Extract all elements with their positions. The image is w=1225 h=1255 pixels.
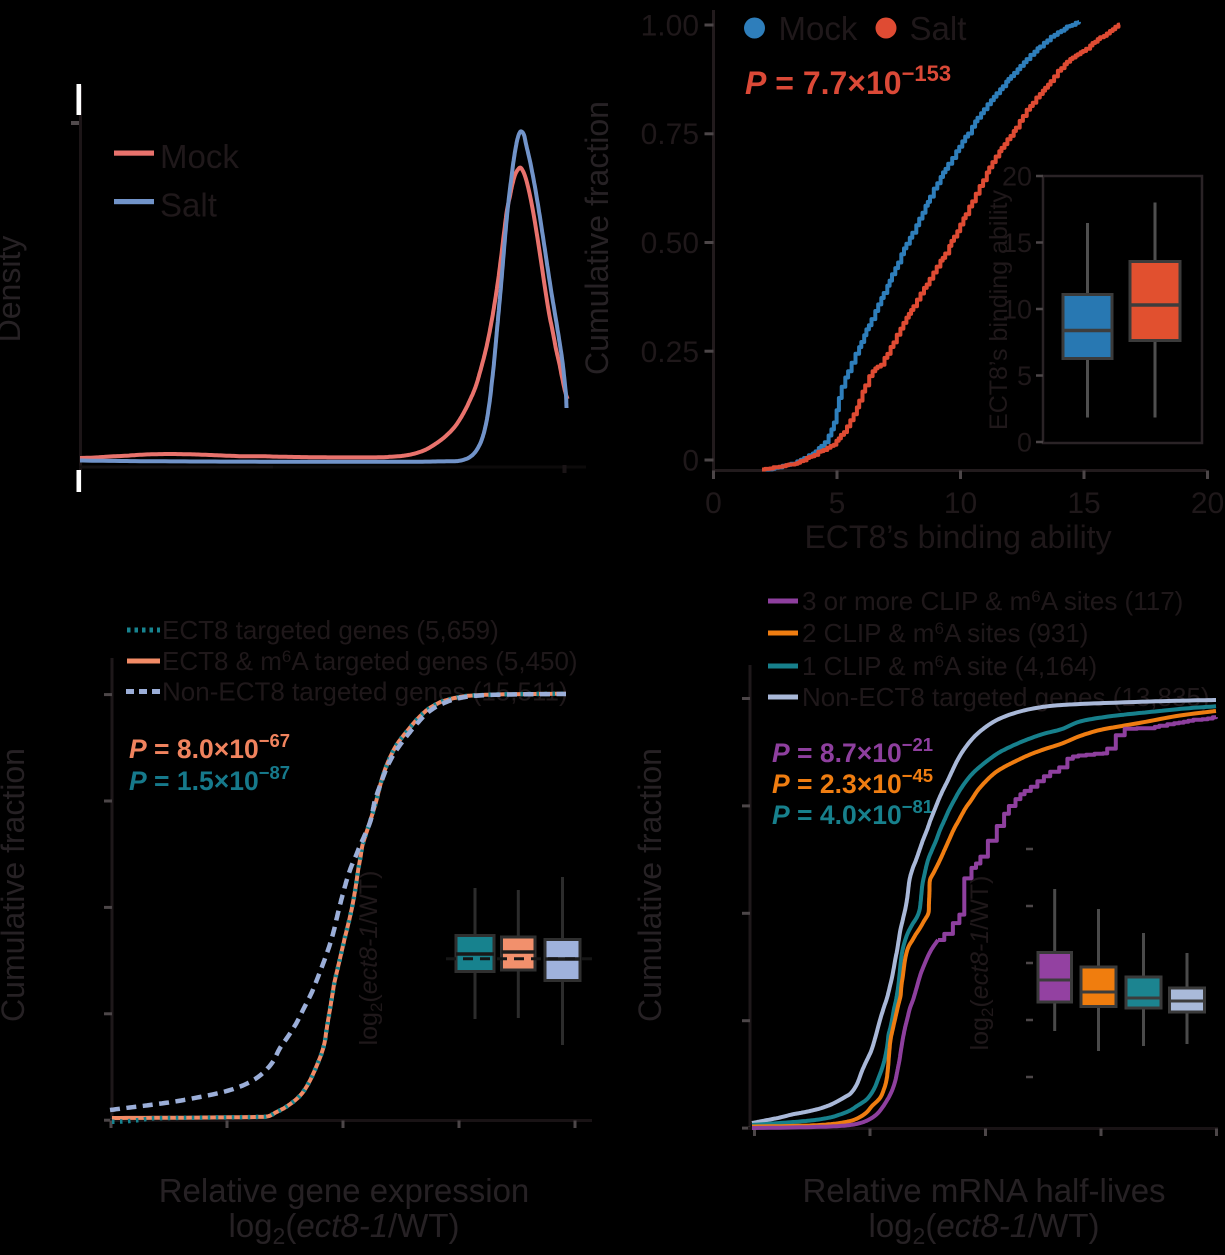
svg-text:10: 10 — [944, 487, 977, 520]
svg-text:Salt: Salt — [910, 10, 967, 47]
svg-text:Salt: Salt — [160, 187, 217, 224]
svg-text:0: 0 — [705, 487, 722, 520]
svg-text:Relative mRNA half-lives: Relative mRNA half-lives — [802, 1172, 1165, 1209]
svg-text:5: 5 — [1017, 361, 1032, 391]
svg-text:Mock: Mock — [160, 138, 239, 175]
svg-text:20: 20 — [1191, 487, 1224, 520]
svg-text:20: 20 — [1002, 162, 1032, 192]
svg-text:10: 10 — [1002, 295, 1032, 325]
svg-text:Cumulative fraction: Cumulative fraction — [579, 101, 615, 375]
svg-text:Cumulative fraction: Cumulative fraction — [0, 748, 31, 1022]
svg-text:0: 0 — [1017, 428, 1032, 458]
svg-text:0.75: 0.75 — [641, 118, 699, 151]
svg-text:log2(ect8-1/WT): log2(ect8-1/WT) — [355, 871, 386, 1046]
svg-text:P = 8.7×10−21: P = 8.7×10−21 — [772, 734, 933, 768]
svg-text:Relative gene expression: Relative gene expression — [159, 1172, 530, 1209]
svg-text:log2(ect8-1/WT): log2(ect8-1/WT) — [966, 876, 997, 1051]
svg-text:P = 1.5×10−87: P = 1.5×10−87 — [129, 762, 290, 796]
svg-text:2 CLIP & m6A sites (931): 2 CLIP & m6A sites (931) — [802, 618, 1088, 648]
svg-text:ECT8’s binding ability: ECT8’s binding ability — [804, 519, 1111, 555]
svg-text:Cumulative fraction: Cumulative fraction — [632, 748, 668, 1022]
svg-text:15: 15 — [1067, 487, 1100, 520]
svg-text:15: 15 — [1002, 228, 1032, 258]
svg-text:ECT8 & m6A targeted genes (5,4: ECT8 & m6A targeted genes (5,450) — [162, 646, 578, 676]
svg-text:ECT8 targeted genes (5,659): ECT8 targeted genes (5,659) — [162, 615, 499, 645]
svg-text:0.25: 0.25 — [641, 336, 699, 369]
svg-text:5: 5 — [829, 487, 846, 520]
svg-text:1 CLIP & m6A site (4,164): 1 CLIP & m6A site (4,164) — [802, 651, 1097, 681]
svg-text:Non-ECT8 targeted genes (15,51: Non-ECT8 targeted genes (15,511) — [162, 677, 568, 707]
svg-text:Non-ECT8 targeted genes (13,83: Non-ECT8 targeted genes (13,835) — [802, 682, 1210, 712]
svg-text:0: 0 — [682, 445, 699, 478]
svg-text:log2(ect8-1/WT): log2(ect8-1/WT) — [868, 1207, 1099, 1249]
svg-text:log2(ect8-1/WT): log2(ect8-1/WT) — [228, 1207, 459, 1249]
svg-text:1.00: 1.00 — [641, 10, 699, 43]
svg-text:Density: Density — [0, 236, 27, 343]
svg-text:ECT8’s binding ability: ECT8’s binding ability — [985, 190, 1013, 430]
svg-text:3 or more CLIP & m6A sites (11: 3 or more CLIP & m6A sites (117) — [802, 586, 1183, 616]
svg-text:0.50: 0.50 — [641, 227, 699, 260]
svg-text:Mock: Mock — [779, 10, 858, 47]
